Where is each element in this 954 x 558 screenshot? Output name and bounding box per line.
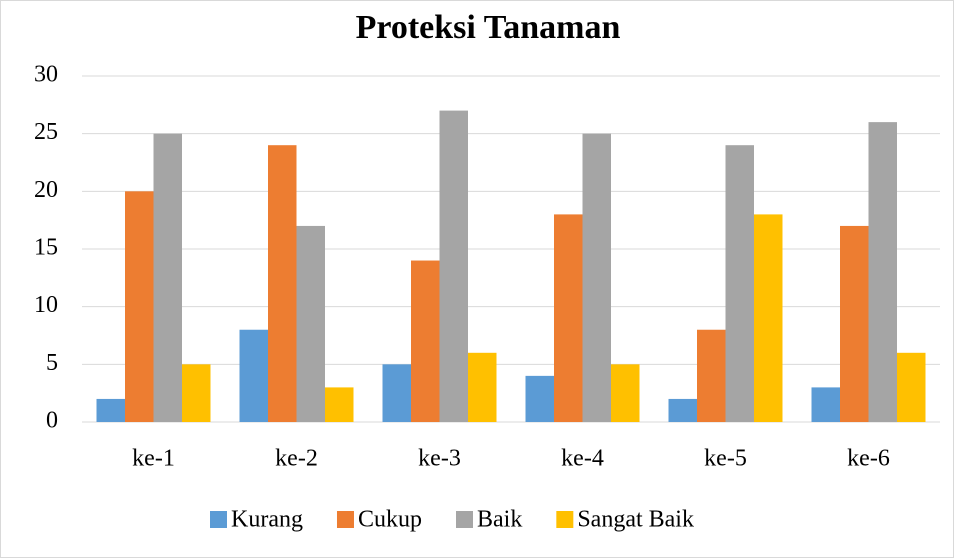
bar [239, 329, 268, 422]
bar [268, 145, 297, 422]
bar [382, 364, 411, 422]
y-tick-label: 20 [34, 177, 58, 203]
chart-title: Proteksi Tanaman [356, 9, 621, 46]
bar [611, 364, 640, 422]
bar [153, 133, 182, 422]
legend-swatch [456, 511, 473, 528]
legend-label: Sangat Baik [577, 507, 694, 533]
bar [525, 375, 554, 422]
x-tick-label: ke-4 [561, 446, 604, 472]
bar [468, 352, 497, 422]
y-tick-label: 25 [34, 119, 58, 145]
bar [439, 110, 468, 422]
legend-label: Cukup [358, 507, 422, 533]
bar [125, 191, 154, 422]
x-tick-label: ke-6 [847, 446, 890, 472]
bar [897, 352, 926, 422]
bar [182, 364, 211, 422]
bar [96, 398, 125, 422]
bar [554, 214, 583, 422]
x-tick-label: ke-3 [418, 446, 461, 472]
y-tick-label: 10 [34, 292, 58, 318]
bar [296, 225, 325, 422]
legend-swatch [336, 511, 354, 528]
y-tick-label: 5 [46, 350, 58, 376]
y-tick-label: 15 [34, 235, 58, 261]
y-tick-label: 0 [46, 408, 58, 434]
bar [868, 122, 897, 422]
x-tick-label: ke-2 [275, 446, 318, 472]
bar [725, 145, 754, 422]
x-tick-label: ke-1 [132, 446, 175, 472]
bar [668, 398, 697, 422]
bar [325, 387, 354, 422]
legend-label: Kurang [231, 507, 303, 533]
x-tick-label: ke-5 [704, 446, 747, 472]
bar [697, 329, 726, 422]
y-tick-label: 30 [34, 62, 58, 88]
legend-label: Baik [477, 507, 522, 533]
bar [811, 387, 840, 422]
legend-swatch [556, 511, 574, 528]
bar [754, 214, 783, 422]
bar [582, 133, 611, 422]
bar [411, 260, 440, 422]
legend-swatch [210, 511, 227, 528]
bar [840, 225, 869, 422]
